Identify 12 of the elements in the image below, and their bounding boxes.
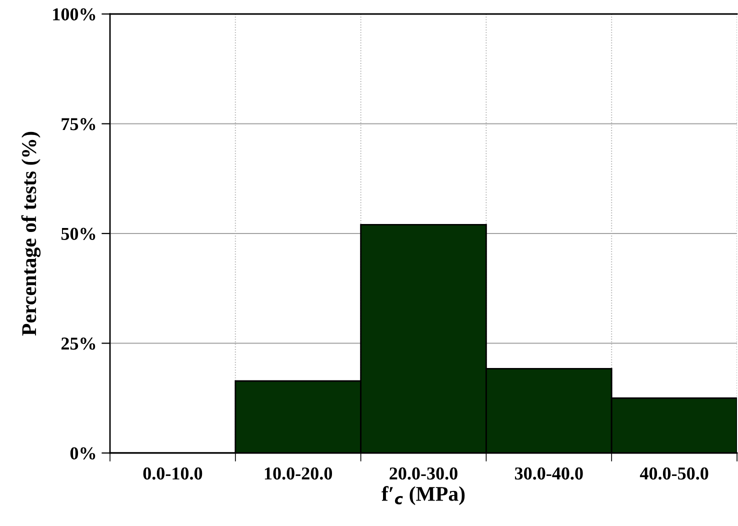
x-tick-label: 40.0-50.0 (640, 467, 708, 480)
y-tick-label: 75% (62, 118, 96, 130)
y-tick-label: 25% (61, 338, 96, 350)
x-tick-label: 10.0-20.0 (264, 467, 332, 480)
y-axis-title: Percentage of tests (%) (21, 132, 41, 336)
x-tick-label: 20.0-30.0 (390, 467, 458, 480)
y-tick-label: 50% (61, 228, 96, 240)
y-tick-label: 100% (53, 8, 96, 20)
y-tick-label: 0% (70, 447, 96, 460)
x-tick-label: 30.0-40.0 (514, 467, 583, 480)
x-tick-label: 0.0-10.0 (143, 467, 202, 480)
x-axis-title: f′$_{c}$ (MPa) (382, 486, 465, 506)
